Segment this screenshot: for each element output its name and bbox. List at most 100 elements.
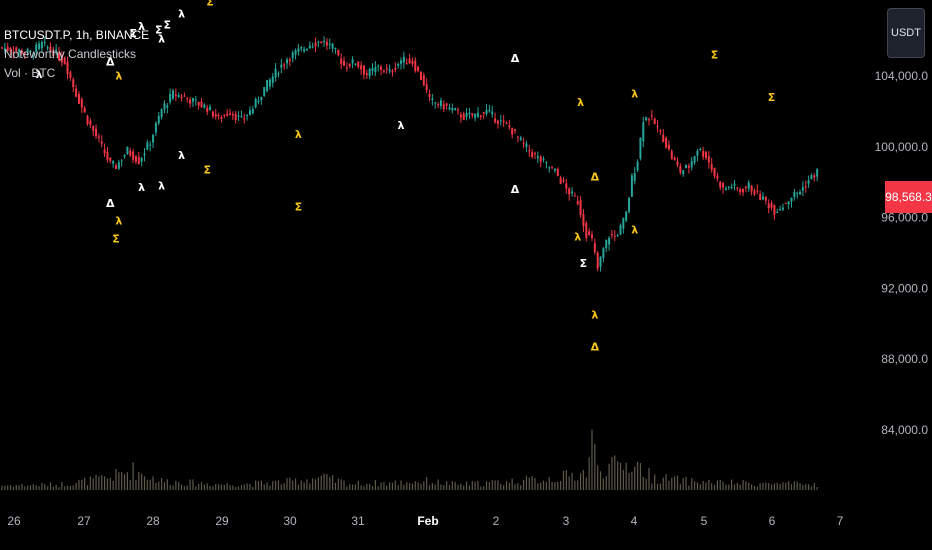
pattern-marker: Δ <box>106 197 115 210</box>
volume-bar <box>463 485 465 490</box>
candle-body <box>60 55 63 63</box>
volume-bar <box>636 461 639 490</box>
candle-body <box>491 111 494 115</box>
volume-bar <box>200 482 203 490</box>
candle-body <box>288 59 291 62</box>
volume-bar <box>249 483 251 490</box>
volume-bar <box>118 472 120 490</box>
volume-bar <box>198 484 200 490</box>
volume-bar <box>340 479 342 490</box>
candle-body <box>767 203 770 209</box>
candle-body <box>52 50 55 56</box>
volume-bar <box>733 484 736 490</box>
candle-body <box>739 189 742 193</box>
pattern-marker: Δ <box>106 55 115 68</box>
price-tick-label: 104,000.0 <box>875 69 929 83</box>
candle-body <box>457 109 460 111</box>
candle-body <box>177 95 180 98</box>
candle-body <box>462 113 465 120</box>
candle-body <box>134 156 137 162</box>
volume-bar <box>599 471 602 490</box>
candle-body <box>747 182 750 189</box>
candle-body <box>266 80 269 92</box>
candle-body <box>100 141 103 144</box>
volume-bar <box>49 482 52 490</box>
volume-bar <box>722 481 724 490</box>
volume-bar <box>414 481 416 490</box>
volume-bar <box>645 478 647 490</box>
volume-bar <box>195 486 197 490</box>
candle-body <box>639 137 642 159</box>
candle-body <box>209 106 212 111</box>
candle-body <box>140 158 143 162</box>
candle-body <box>340 58 343 65</box>
pattern-markers: λΔλΣλΣλΣλΣλΣλΔλλΣΣΔλΣλλλΣλΣλΔλΣΔλλΔ <box>36 0 776 353</box>
volume-bar <box>297 484 300 490</box>
volume-bar <box>594 443 596 490</box>
pattern-marker: Σ <box>206 0 214 8</box>
pattern-marker: λ <box>631 87 638 100</box>
volume-bar <box>750 484 753 490</box>
indicator-label[interactable]: Noteworthy Candlesticks <box>4 47 137 61</box>
time-tick-label: 26 <box>7 514 21 528</box>
chart-legend: BTCUSDT.P, 1h, BINANCE Noteworthy Candle… <box>4 26 149 83</box>
currency-button[interactable]: USDT <box>887 8 925 58</box>
volume-bar <box>591 429 593 490</box>
volume-label[interactable]: Vol · BTC <box>4 66 56 80</box>
candle-body <box>696 150 699 156</box>
volume-bar <box>360 485 362 490</box>
candle-body <box>385 68 388 70</box>
volume-bar <box>92 478 94 490</box>
volume-bar <box>89 476 91 490</box>
candle-body <box>246 115 249 117</box>
volume-bar <box>346 486 348 490</box>
volume-bars <box>1 429 818 490</box>
candle-body <box>400 60 403 64</box>
volume-bar <box>132 462 134 490</box>
candle-body <box>137 157 140 165</box>
volume-bar <box>386 485 388 490</box>
volume-bar <box>406 482 408 490</box>
volume-bar <box>779 484 781 490</box>
volume-bar <box>240 485 243 490</box>
volume-bar <box>104 476 106 490</box>
candle-body <box>308 45 311 49</box>
candle-body <box>622 217 625 229</box>
price-axis[interactable]: 104,000.0 100,000.0 96,000.0 92,000.0 88,000… <box>875 69 929 437</box>
time-axis[interactable]: 26 27 28 29 30 31 Feb 2 3 4 5 6 7 <box>7 514 843 528</box>
volume-bar <box>617 461 619 490</box>
candle-body <box>120 160 123 162</box>
candle-body <box>58 52 61 60</box>
volume-bar <box>785 482 787 490</box>
candle-body <box>115 165 118 169</box>
candle-body <box>744 186 747 188</box>
candle-body <box>625 211 628 221</box>
candle-body <box>408 58 411 64</box>
volume-bar <box>691 477 693 490</box>
volume-bar <box>95 474 97 490</box>
candle-body <box>305 48 308 50</box>
candle-body <box>619 225 622 235</box>
volume-bar <box>517 483 519 490</box>
candle-body <box>516 136 519 138</box>
volume-bar <box>765 482 767 490</box>
volume-bar <box>380 482 382 490</box>
symbol-title[interactable]: BTCUSDT.P, 1h, BINANCE <box>4 28 150 42</box>
price-tick-label: 96,000.0 <box>881 211 928 225</box>
candle-body <box>411 60 414 64</box>
candle-body <box>112 161 115 164</box>
volume-bar <box>807 484 810 490</box>
candle-body <box>505 122 508 124</box>
volume-bar <box>158 481 160 490</box>
volume-bar <box>86 485 89 490</box>
candle-body <box>263 87 266 96</box>
volume-bar <box>437 479 439 490</box>
candle-body <box>519 137 522 140</box>
volume-bar <box>793 481 795 490</box>
candle-body <box>377 65 380 67</box>
volume-bar <box>799 483 801 490</box>
candle-body <box>294 50 297 55</box>
volume-bar <box>503 485 505 490</box>
candle-body <box>807 180 810 184</box>
